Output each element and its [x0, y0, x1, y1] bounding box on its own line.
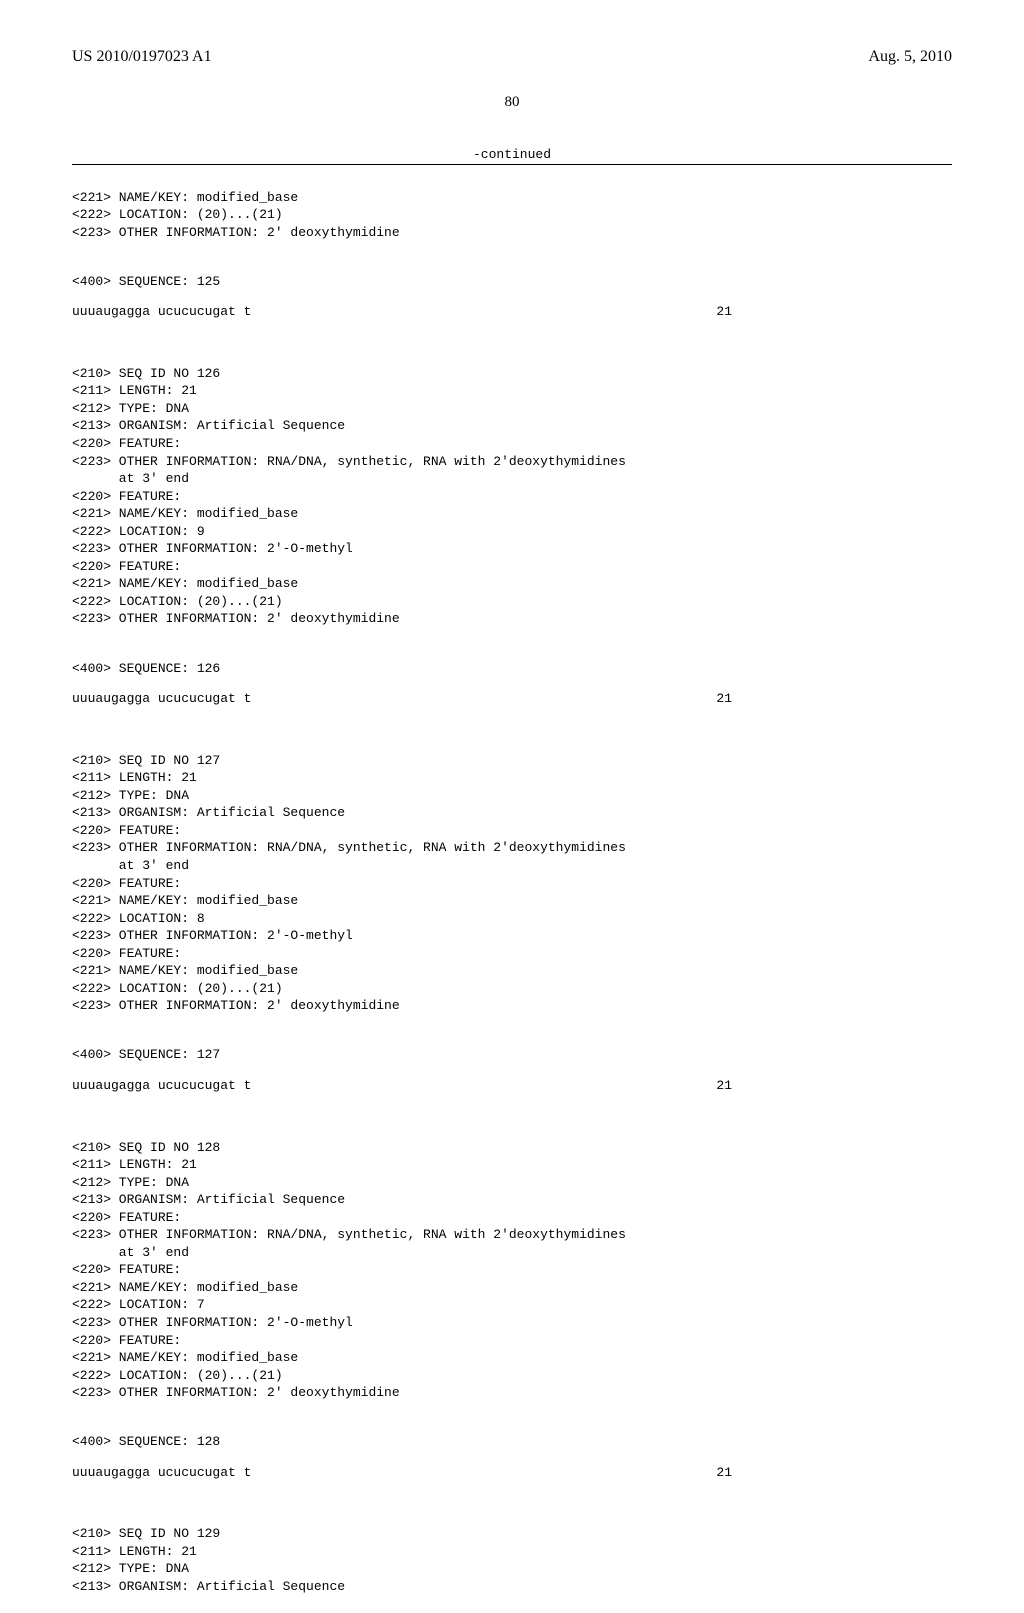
page-header: US 2010/0197023 A1 Aug. 5, 2010 — [72, 48, 952, 66]
line: <213> ORGANISM: Artificial Sequence — [72, 1579, 345, 1594]
line: <223> OTHER INFORMATION: RNA/DNA, synthe… — [72, 840, 626, 855]
seq-128-header: <210> SEQ ID NO 128 <211> LENGTH: 21 <21… — [72, 1121, 952, 1419]
line: <220> FEATURE: — [72, 1333, 181, 1348]
seq-125-sequence-row: uuuaugagga ucucucugat t 21 — [72, 304, 952, 319]
line: <223> OTHER INFORMATION: 2' deoxythymidi… — [72, 998, 400, 1013]
line: <210> SEQ ID NO 128 — [72, 1140, 220, 1155]
seq-126-sequence-row: uuuaugagga ucucucugat t 21 — [72, 691, 952, 706]
line: <221> NAME/KEY: modified_base — [72, 1350, 298, 1365]
seq-128-length: 21 — [716, 1465, 952, 1480]
line: <223> OTHER INFORMATION: 2' deoxythymidi… — [72, 611, 400, 626]
seq-127-sequence-row: uuuaugagga ucucucugat t 21 — [72, 1078, 952, 1093]
line: at 3' end — [72, 471, 189, 486]
line: <222> LOCATION: 7 — [72, 1297, 205, 1312]
top-rule — [72, 164, 952, 165]
line: <211> LENGTH: 21 — [72, 383, 197, 398]
line: <221> NAME/KEY: modified_base — [72, 576, 298, 591]
line: <210> SEQ ID NO 127 — [72, 753, 220, 768]
line: <222> LOCATION: (20)...(21) — [72, 981, 283, 996]
line: at 3' end — [72, 1245, 189, 1260]
seq-129-header: <210> SEQ ID NO 129 <211> LENGTH: 21 <21… — [72, 1508, 952, 1613]
line: <223> OTHER INFORMATION: 2'-O-methyl — [72, 928, 353, 943]
line: <221> NAME/KEY: modified_base — [72, 190, 298, 205]
seq-125-tail: <221> NAME/KEY: modified_base <222> LOCA… — [72, 171, 952, 259]
line: <222> LOCATION: (20)...(21) — [72, 1368, 283, 1383]
line: at 3' end — [72, 858, 189, 873]
line: <212> TYPE: DNA — [72, 1175, 189, 1190]
seq-126-sequence: uuuaugagga ucucucugat t — [72, 691, 251, 706]
line: <210> SEQ ID NO 126 — [72, 366, 220, 381]
line: <220> FEATURE: — [72, 1210, 181, 1225]
line: <211> LENGTH: 21 — [72, 1544, 197, 1559]
continued-label: -continued — [72, 147, 952, 162]
line: <211> LENGTH: 21 — [72, 770, 197, 785]
line: <223> OTHER INFORMATION: 2'-O-methyl — [72, 541, 353, 556]
seq-125-seqlabel: <400> SEQUENCE: 125 — [72, 273, 952, 291]
seq-127-seqlabel: <400> SEQUENCE: 127 — [72, 1046, 952, 1064]
page-number: 80 — [72, 94, 952, 111]
line: <220> FEATURE: — [72, 823, 181, 838]
seq-125-sequence: uuuaugagga ucucucugat t — [72, 304, 251, 319]
line: <223> OTHER INFORMATION: 2' deoxythymidi… — [72, 1385, 400, 1400]
seq-128-seqlabel: <400> SEQUENCE: 128 — [72, 1433, 952, 1451]
line: <220> FEATURE: — [72, 559, 181, 574]
seq-125-length: 21 — [716, 304, 952, 319]
line: <213> ORGANISM: Artificial Sequence — [72, 805, 345, 820]
line: <220> FEATURE: — [72, 436, 181, 451]
line: <212> TYPE: DNA — [72, 1561, 189, 1576]
line: <222> LOCATION: 9 — [72, 524, 205, 539]
line: <221> NAME/KEY: modified_base — [72, 963, 298, 978]
line: <211> LENGTH: 21 — [72, 1157, 197, 1172]
line: <222> LOCATION: (20)...(21) — [72, 594, 283, 609]
seq-127-sequence: uuuaugagga ucucucugat t — [72, 1078, 251, 1093]
line: <221> NAME/KEY: modified_base — [72, 1280, 298, 1295]
seq-126-seqlabel: <400> SEQUENCE: 126 — [72, 660, 952, 678]
seq-128-sequence-row: uuuaugagga ucucucugat t 21 — [72, 1465, 952, 1480]
seq-128-sequence: uuuaugagga ucucucugat t — [72, 1465, 251, 1480]
line: <223> OTHER INFORMATION: 2' deoxythymidi… — [72, 225, 400, 240]
line: <213> ORGANISM: Artificial Sequence — [72, 418, 345, 433]
line: <221> NAME/KEY: modified_base — [72, 506, 298, 521]
line: <223> OTHER INFORMATION: 2'-O-methyl — [72, 1315, 353, 1330]
line: <223> OTHER INFORMATION: RNA/DNA, synthe… — [72, 1227, 626, 1242]
line: <223> OTHER INFORMATION: RNA/DNA, synthe… — [72, 454, 626, 469]
line: <220> FEATURE: — [72, 489, 181, 504]
seq-127-header: <210> SEQ ID NO 127 <211> LENGTH: 21 <21… — [72, 734, 952, 1032]
line: <222> LOCATION: (20)...(21) — [72, 207, 283, 222]
page: US 2010/0197023 A1 Aug. 5, 2010 80 -cont… — [0, 0, 1024, 1320]
line: <212> TYPE: DNA — [72, 401, 189, 416]
seq-126-length: 21 — [716, 691, 952, 706]
line: <212> TYPE: DNA — [72, 788, 189, 803]
line: <210> SEQ ID NO 129 — [72, 1526, 220, 1541]
seq-126-header: <210> SEQ ID NO 126 <211> LENGTH: 21 <21… — [72, 347, 952, 645]
line: <220> FEATURE: — [72, 1262, 181, 1277]
publication-date: Aug. 5, 2010 — [868, 48, 952, 66]
publication-number: US 2010/0197023 A1 — [72, 48, 212, 66]
line: <221> NAME/KEY: modified_base — [72, 893, 298, 908]
seq-127-length: 21 — [716, 1078, 952, 1093]
line: <220> FEATURE: — [72, 946, 181, 961]
line: <220> FEATURE: — [72, 876, 181, 891]
line: <213> ORGANISM: Artificial Sequence — [72, 1192, 345, 1207]
line: <222> LOCATION: 8 — [72, 911, 205, 926]
